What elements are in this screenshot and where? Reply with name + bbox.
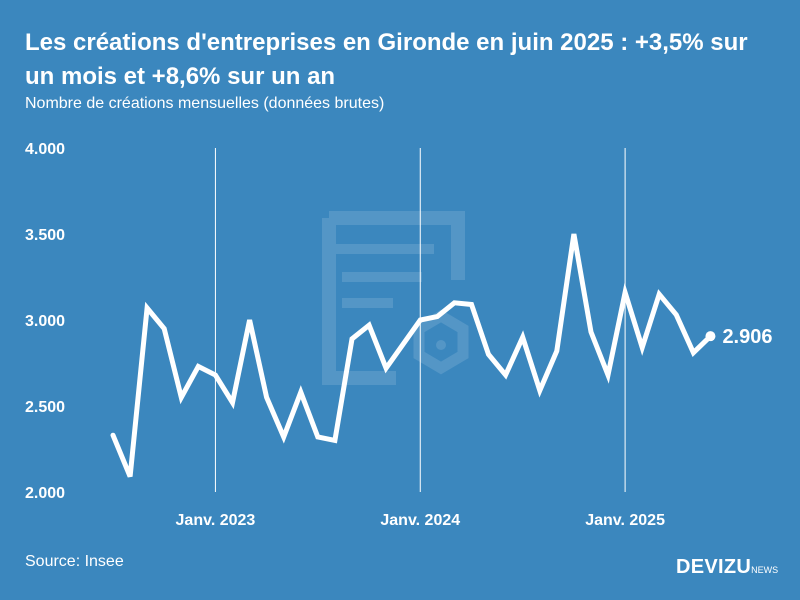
x-tick-label: Janv. 2025 <box>585 512 665 529</box>
x-tick-label: Janv. 2023 <box>176 512 256 529</box>
brand-name: DEVIZU <box>676 556 752 578</box>
y-tick-label: 3.500 <box>25 227 65 244</box>
y-axis-ticks: 2.000 2.500 3.000 3.500 4.000 <box>25 141 65 502</box>
x-tick-label: Janv. 2024 <box>380 512 460 529</box>
x-axis-ticks: Janv. 2023 Janv. 2024 Janv. 2025 <box>176 512 666 529</box>
chart-title: Les créations d'entreprises en Gironde e… <box>25 29 748 90</box>
chart-subtitle: Nombre de créations mensuelles (données … <box>25 95 385 112</box>
y-tick-label: 3.000 <box>25 313 65 330</box>
y-tick-label: 2.000 <box>25 485 65 502</box>
source-note: Source: Insee <box>25 553 124 570</box>
last-value-label: 2.906 <box>722 326 772 348</box>
series-line <box>110 233 713 478</box>
brand-suffix: NEWS <box>751 565 779 575</box>
y-tick-label: 4.000 <box>25 141 65 158</box>
document-watermark-icon <box>322 211 469 385</box>
brand-logo: DEVIZUNEWS <box>676 556 778 579</box>
y-tick-label: 2.500 <box>25 399 65 416</box>
last-data-point <box>705 331 716 342</box>
